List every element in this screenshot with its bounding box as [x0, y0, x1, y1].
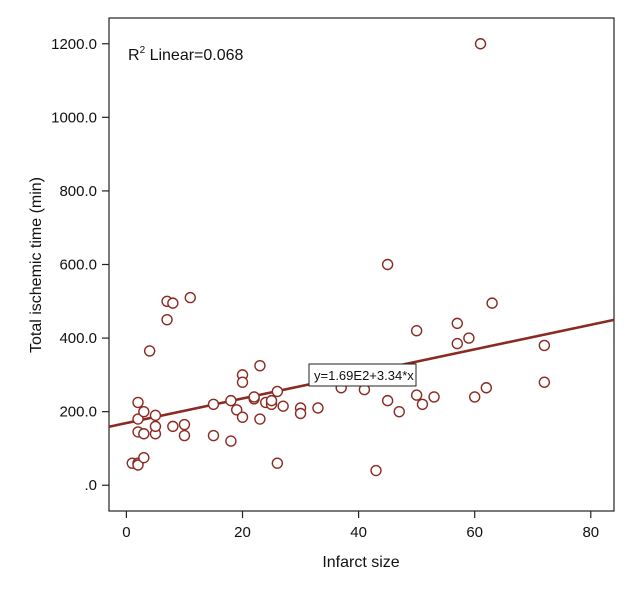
data-point: [184, 291, 196, 304]
r2-value: Linear=0.068: [145, 47, 243, 64]
data-point: [463, 332, 475, 344]
y-tick-label: 400.0: [59, 330, 97, 347]
r2-superscript: 2: [140, 45, 146, 56]
data-point: [416, 398, 429, 411]
x-tick-label: 40: [350, 524, 367, 541]
data-point: [538, 339, 551, 352]
data-point: [178, 429, 191, 442]
data-point: [138, 405, 150, 418]
y-axis-title: Total ischemic time (min): [28, 177, 45, 353]
y-tick-label: 600.0: [59, 257, 97, 274]
data-point: [138, 451, 150, 464]
data-point: [428, 391, 440, 403]
data-point: [451, 337, 463, 350]
data-point: [410, 325, 423, 337]
data-point: [178, 418, 191, 431]
y-tick-label: 200.0: [59, 404, 97, 421]
data-point: [225, 394, 237, 407]
data-point: [248, 391, 260, 403]
data-point: [277, 400, 289, 412]
fit-equation-text: y=1.69E2+3.34*x: [314, 368, 414, 383]
data-point: [149, 409, 162, 422]
x-tick-label: 0: [122, 524, 130, 541]
data-point: [207, 429, 220, 442]
data-point: [468, 391, 481, 403]
y-axis: .0 200.0 400.0 600.0 800.0 1000.0 1200.0: [51, 36, 109, 494]
data-point: [381, 258, 394, 271]
data-point: [132, 459, 144, 471]
data-point: [143, 345, 156, 357]
fit-equation-label: y=1.69E2+3.34*x: [308, 363, 417, 387]
data-point: [370, 464, 382, 477]
data-point: [207, 398, 220, 411]
data-point: [231, 404, 243, 416]
data-point: [225, 435, 237, 447]
data-point: [474, 38, 487, 50]
data-point: [236, 411, 249, 423]
y-tick-label: 1000.0: [51, 109, 97, 126]
data-point: [271, 385, 284, 398]
data-point: [132, 413, 144, 425]
y-tick-label: 800.0: [59, 183, 97, 200]
data-point: [254, 413, 266, 425]
data-point: [265, 394, 278, 407]
data-point: [451, 317, 463, 330]
data-point: [271, 457, 284, 469]
data-point: [538, 376, 551, 388]
data-point: [167, 297, 179, 309]
y-tick-label: 1200.0: [51, 36, 97, 53]
fit-equation-box: [308, 363, 417, 387]
data-point: [167, 420, 179, 433]
x-axis: 0 20 40 60 80: [122, 511, 599, 541]
x-axis-title: Infarct size: [322, 554, 399, 571]
x-tick-label: 60: [466, 524, 483, 541]
data-point: [294, 407, 307, 420]
data-point: [312, 402, 324, 414]
data-point: [161, 313, 173, 326]
data-point: [149, 420, 162, 433]
data-point: [381, 394, 394, 407]
data-point: [480, 382, 492, 394]
data-point: [410, 389, 423, 401]
data-point: [486, 297, 498, 309]
y-tick-label: .0: [84, 477, 97, 494]
data-point: [138, 428, 150, 440]
data-point: [393, 405, 405, 418]
x-tick-label: 20: [234, 524, 251, 541]
data-point: [132, 396, 144, 409]
data-point: [254, 359, 266, 372]
r2-annotation: R2 Linear=0.068: [128, 45, 244, 64]
x-tick-label: 80: [582, 524, 599, 541]
data-point: [236, 376, 249, 388]
